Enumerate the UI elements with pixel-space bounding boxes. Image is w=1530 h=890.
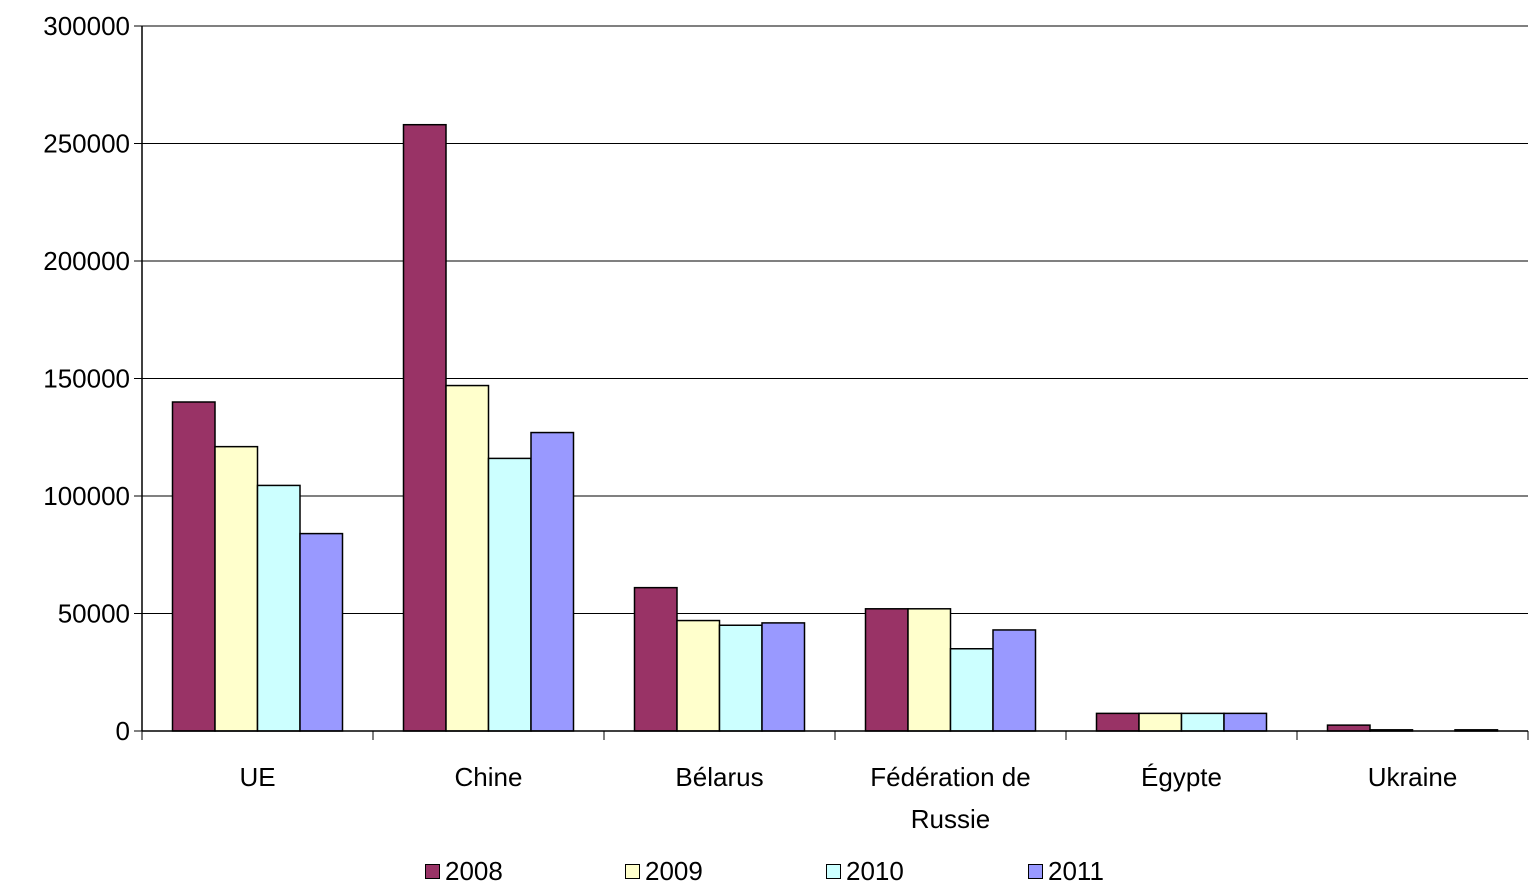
bar-2008-4 <box>1095 712 1140 732</box>
gridlines <box>142 25 1528 614</box>
legend-item-2009: 2009 <box>625 856 703 887</box>
y-tick-label: 50000 <box>58 599 130 629</box>
y-tick-label: 250000 <box>43 129 130 159</box>
legend-swatch <box>1028 864 1043 879</box>
x-category-label: Ukraine <box>1368 762 1458 792</box>
x-category-label: UE <box>239 762 275 792</box>
bar-2009-0 <box>214 445 259 732</box>
bar-2010-0 <box>256 484 301 732</box>
bar-2011-4 <box>1223 712 1268 732</box>
legend-item-2011: 2011 <box>1028 856 1104 887</box>
bar-2008-3 <box>864 608 909 732</box>
legend-label: 2009 <box>645 856 703 886</box>
legend-swatch <box>625 864 640 879</box>
bar-2010-2 <box>718 624 763 732</box>
bar-2010-1 <box>487 457 532 732</box>
x-axis-labels: UE Chine Bélarus Fédération de Russie Égypte U… <box>239 762 1457 834</box>
bar-2011-0 <box>299 532 344 732</box>
bar-2008-2 <box>633 586 678 732</box>
legend-label: 2011 <box>1048 856 1104 886</box>
x-category-label: Bélarus <box>675 762 763 792</box>
legend: 2008 2009 2010 2011 <box>0 856 1530 890</box>
bar-2010-3 <box>949 648 994 732</box>
y-tick-label: 300000 <box>43 11 130 41</box>
legend-swatch <box>826 864 841 879</box>
bar-2011-2 <box>761 622 806 732</box>
bar-series <box>171 123 1499 732</box>
bar-2011-3 <box>992 629 1037 732</box>
y-tick-label: 0 <box>116 716 130 746</box>
bar-2008-0 <box>171 401 216 732</box>
x-category-label: Chine <box>455 762 523 792</box>
legend-label: 2010 <box>846 856 904 886</box>
bar-2010-4 <box>1180 712 1225 732</box>
x-category-label: Russie <box>911 804 990 834</box>
bar-2009-1 <box>445 384 490 732</box>
bar-2009-3 <box>907 608 952 732</box>
bar-2008-5 <box>1326 724 1371 732</box>
y-tick-label: 150000 <box>43 364 130 394</box>
bar-2008-1 <box>402 123 447 732</box>
bar-2009-4 <box>1138 712 1183 732</box>
bar-2011-1 <box>530 431 575 732</box>
y-tick-label: 100000 <box>43 481 130 511</box>
legend-item-2010: 2010 <box>826 856 904 887</box>
legend-swatch <box>425 864 440 879</box>
axes <box>141 26 1529 740</box>
x-category-label: Égypte <box>1141 762 1222 792</box>
bar-2009-2 <box>676 619 721 732</box>
y-tick-label: 200000 <box>43 246 130 276</box>
x-category-label: Fédération de <box>870 762 1030 792</box>
legend-item-2008: 2008 <box>425 856 503 887</box>
legend-label: 2008 <box>445 856 503 886</box>
bar-chart: 0 50000 100000 150000 200000 250000 300000 UE C… <box>43 11 1529 834</box>
y-axis-ticks: 0 50000 100000 150000 200000 250000 300000 <box>43 11 142 746</box>
